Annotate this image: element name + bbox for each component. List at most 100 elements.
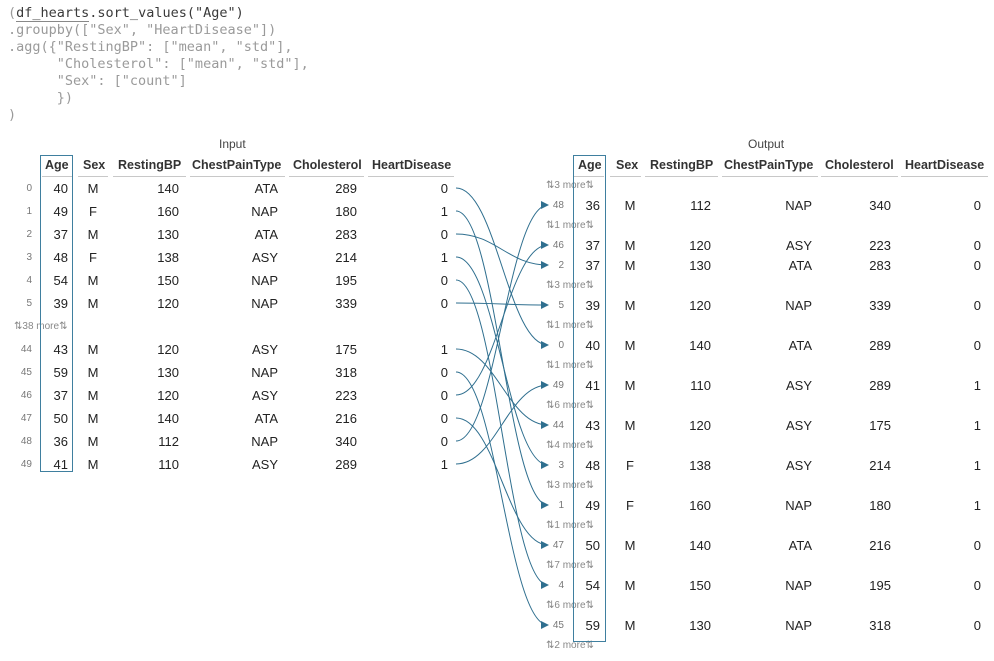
header-underline xyxy=(901,176,988,177)
sex-cell: M xyxy=(624,198,636,213)
chestpaintype-cell: ATA xyxy=(254,411,278,426)
restingbp-cell: 110 xyxy=(158,457,179,472)
row-index: 44 xyxy=(552,420,564,431)
sex-cell: M xyxy=(87,273,99,288)
sex-cell: M xyxy=(87,434,99,449)
row-map-arrow xyxy=(455,256,549,469)
restingbp-cell: 138 xyxy=(157,250,179,265)
sex-cell: M xyxy=(87,296,99,311)
heartdisease-cell: 0 xyxy=(440,273,448,288)
cholesterol-cell: 283 xyxy=(869,258,891,273)
restingbp-cell: 140 xyxy=(689,538,711,553)
age-cell: 43 xyxy=(585,418,600,433)
heartdisease-cell: 0 xyxy=(973,618,981,633)
row-index: 5 xyxy=(26,298,32,309)
header-underline xyxy=(821,176,898,177)
chestpaintype-cell: NAP xyxy=(251,204,278,219)
cholesterol-cell: 223 xyxy=(869,238,891,253)
chestpaintype-cell: NAP xyxy=(251,365,278,380)
chestpaintype-cell: NAP xyxy=(785,618,812,633)
restingbp-cell: 130 xyxy=(689,618,711,633)
sex-cell: M xyxy=(87,181,99,196)
heartdisease-cell: 0 xyxy=(973,338,981,353)
restingbp-header: RestingBP xyxy=(118,158,182,172)
cholesterol-header: Cholesterol xyxy=(825,158,894,172)
heartdisease-header: HeartDisease xyxy=(372,158,452,172)
code-line-3: .agg({"RestingBP": ["mean", "std"], xyxy=(8,39,293,55)
chestpaintype-cell: ATA xyxy=(254,181,278,196)
more-rows-indicator: ⇅3 more⇅ xyxy=(546,180,594,191)
heartdisease-cell: 1 xyxy=(973,458,981,473)
heartdisease-cell: 0 xyxy=(440,411,448,426)
heartdisease-cell: 0 xyxy=(973,578,981,593)
sex-cell: M xyxy=(624,298,636,313)
cholesterol-cell: 175 xyxy=(335,342,357,357)
more-rows-indicator: ⇅3 more⇅ xyxy=(546,480,594,491)
heartdisease-cell: 1 xyxy=(440,457,448,472)
cholesterol-cell: 223 xyxy=(335,388,357,403)
cholesterol-cell: 340 xyxy=(869,198,891,213)
chestpaintype-cell: ATA xyxy=(788,258,812,273)
row-index: 1 xyxy=(558,500,564,511)
age-cell: 39 xyxy=(585,298,600,313)
more-rows-indicator: ⇅1 more⇅ xyxy=(546,520,594,531)
age-cell: 49 xyxy=(53,204,68,219)
chestpaintype-cell: ATA xyxy=(788,338,812,353)
sex-cell: F xyxy=(626,498,634,513)
cholesterol-cell: 340 xyxy=(335,434,357,449)
code-line-2: .groupby(["Sex", "HeartDisease"]) xyxy=(8,22,277,38)
restingbp-cell: 120 xyxy=(157,388,179,403)
age-cell: 49 xyxy=(585,498,600,513)
heartdisease-cell: 0 xyxy=(440,227,448,242)
age-cell: 54 xyxy=(53,273,68,288)
sex-cell: M xyxy=(624,578,636,593)
restingbp-cell: 120 xyxy=(689,418,711,433)
sex-cell: M xyxy=(87,457,99,472)
row-index: 45 xyxy=(552,620,564,631)
row-map-arrow xyxy=(455,210,549,509)
input-table-title: Input xyxy=(219,137,246,151)
header-underline xyxy=(42,176,72,177)
age-cell: 37 xyxy=(53,227,68,242)
chestpaintype-cell: NAP xyxy=(251,296,278,311)
age-header: Age xyxy=(578,158,602,172)
age-cell: 54 xyxy=(585,578,600,593)
sex-cell: M xyxy=(87,342,99,357)
sex-cell: F xyxy=(626,458,634,473)
restingbp-cell: 140 xyxy=(157,411,179,426)
age-cell: 40 xyxy=(53,181,68,196)
age-cell: 37 xyxy=(585,258,600,273)
age-cell: 37 xyxy=(585,238,600,253)
more-rows-indicator: ⇅1 more⇅ xyxy=(546,220,594,231)
restingbp-cell: 138 xyxy=(689,458,711,473)
cholesterol-cell: 339 xyxy=(869,298,891,313)
cholesterol-cell: 216 xyxy=(869,538,891,553)
code-line-5: "Sex": ["count"] xyxy=(8,73,187,89)
cholesterol-cell: 180 xyxy=(869,498,891,513)
row-index: 48 xyxy=(20,436,32,447)
chestpaintype-cell: ASY xyxy=(251,342,278,357)
chestpaintype-cell: ASY xyxy=(785,418,812,433)
row-map-arrow xyxy=(455,201,549,442)
chestpaintype-cell: NAP xyxy=(785,298,812,313)
row-map-arrow xyxy=(455,279,549,589)
heartdisease-cell: 0 xyxy=(440,365,448,380)
chestpaintype-cell: ASY xyxy=(785,238,812,253)
chestpaintype-cell: NAP xyxy=(251,434,278,449)
row-index: 49 xyxy=(20,459,32,470)
more-rows-indicator: ⇅3 more⇅ xyxy=(546,280,594,291)
more-rows-indicator: ⇅4 more⇅ xyxy=(546,440,594,451)
cholesterol-cell: 289 xyxy=(869,378,891,393)
row-map-arrow xyxy=(455,300,549,309)
cholesterol-header: Cholesterol xyxy=(293,158,362,172)
row-index: 45 xyxy=(20,367,32,378)
sex-cell: F xyxy=(89,250,97,265)
cholesterol-cell: 289 xyxy=(335,181,357,196)
sex-cell: M xyxy=(624,258,636,273)
sex-cell: M xyxy=(624,418,636,433)
restingbp-cell: 120 xyxy=(689,238,711,253)
heartdisease-cell: 0 xyxy=(973,238,981,253)
restingbp-cell: 150 xyxy=(689,578,711,593)
header-underline xyxy=(289,176,364,177)
chestpaintype-cell: ATA xyxy=(254,227,278,242)
